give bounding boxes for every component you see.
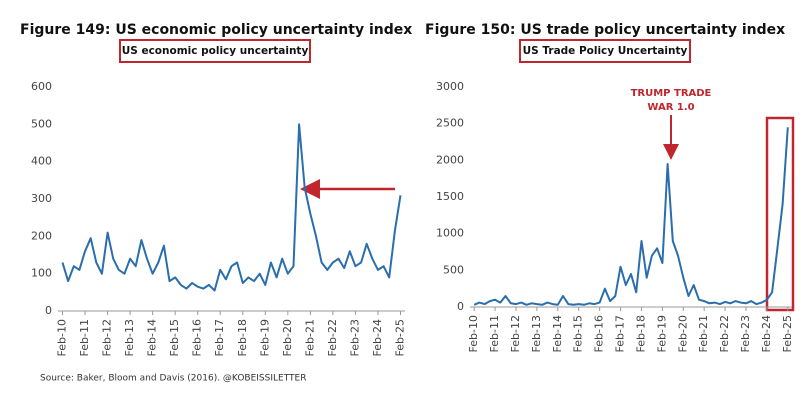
chart-subtitle: US economic policy uncertainty xyxy=(122,45,309,57)
y-tick-label: 1500 xyxy=(436,190,464,203)
x-tick-label: Feb-15 xyxy=(168,319,181,356)
chart-title: Figure 149: US economic policy uncertain… xyxy=(20,22,412,38)
y-tick-label: 2000 xyxy=(436,153,464,166)
x-tick-label: Feb-10 xyxy=(56,319,69,356)
x-tick-label: Feb-14 xyxy=(146,319,159,356)
x-tick-label: Feb-19 xyxy=(258,319,271,356)
y-tick-label: 3000 xyxy=(436,80,464,93)
x-tick-label: Feb-23 xyxy=(348,319,361,356)
chart-title: Figure 150: US trade policy uncertainty … xyxy=(425,22,785,38)
y-tick-label: 0 xyxy=(457,300,464,313)
x-tick-label: Feb-21 xyxy=(303,319,316,356)
x-tick-label: Feb-14 xyxy=(551,315,564,352)
y-tick-label: 1000 xyxy=(436,227,464,240)
source: Source: Baker, Bloom and Davis (2016). @… xyxy=(40,374,307,384)
x-tick-label: Feb-13 xyxy=(123,319,136,356)
x-tick-label: Feb-25 xyxy=(393,319,406,356)
subtitle-box xyxy=(119,39,311,63)
y-tick-label: 200 xyxy=(31,229,52,242)
y-tick-label: 0 xyxy=(45,304,52,317)
x-tick-label: Feb-18 xyxy=(634,315,647,352)
x-tick-label: Feb-22 xyxy=(326,319,339,356)
x-tick-label: Feb-16 xyxy=(191,319,204,356)
x-tick-label: Feb-17 xyxy=(614,315,627,352)
y-tick-label: 400 xyxy=(31,155,52,168)
x-tick-label: Feb-12 xyxy=(509,315,522,352)
y-tick-label: 300 xyxy=(31,192,52,205)
x-tick-label: Feb-24 xyxy=(760,315,773,352)
y-tick-label: 2500 xyxy=(436,117,464,130)
x-tick-label: Feb-19 xyxy=(655,315,668,352)
chart-subtitle: US Trade Policy Uncertainty xyxy=(523,45,688,57)
highlight-box xyxy=(765,116,795,312)
y-tick-label: 100 xyxy=(31,267,52,280)
y-tick-label: 500 xyxy=(31,117,52,130)
x-tick-label: Feb-17 xyxy=(213,319,226,356)
y-tick-label: 500 xyxy=(443,263,464,276)
x-tick-label: Feb-10 xyxy=(467,315,480,352)
x-tick-label: Feb-20 xyxy=(281,319,294,356)
x-tick-label: Feb-11 xyxy=(488,315,501,352)
annotation: WAR 1.0 xyxy=(647,102,694,113)
annotation: TRUMP TRADE xyxy=(631,88,712,99)
x-tick-label: Feb-18 xyxy=(236,319,249,356)
x-tick-label: Feb-15 xyxy=(572,315,585,352)
x-tick-label: Feb-22 xyxy=(718,315,731,352)
x-tick-label: Feb-21 xyxy=(697,315,710,352)
line xyxy=(473,127,789,306)
x-tick-label: Feb-12 xyxy=(101,319,114,356)
subtitle-box xyxy=(519,39,691,63)
x-tick-label: Feb-20 xyxy=(676,315,689,352)
x-tick-label: Feb-24 xyxy=(371,319,384,356)
x-tick-label: Feb-23 xyxy=(739,315,752,352)
x-tick-label: Feb-16 xyxy=(593,315,606,352)
x-tick-label: Feb-11 xyxy=(78,319,91,356)
line xyxy=(61,123,402,292)
x-tick-label: Feb-25 xyxy=(781,315,794,352)
y-tick-label: 600 xyxy=(31,80,52,93)
x-tick-label: Feb-13 xyxy=(530,315,543,352)
